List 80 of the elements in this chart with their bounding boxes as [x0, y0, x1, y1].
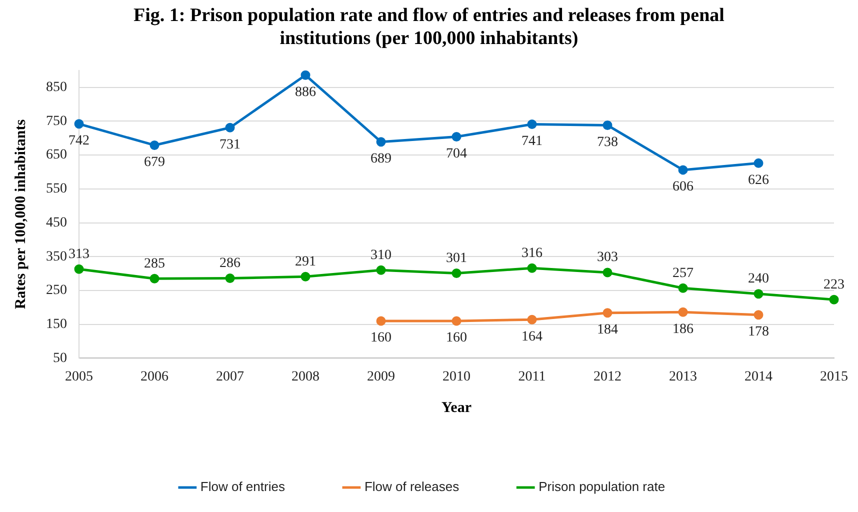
data-label: 886 — [295, 84, 316, 100]
y-tick-label: 50 — [53, 350, 67, 366]
data-label: 731 — [220, 137, 240, 152]
data-label: 257 — [672, 266, 694, 281]
legend-label: Prison population rate — [538, 479, 666, 494]
data-label: 286 — [220, 256, 240, 271]
x-tick-label: 2008 — [292, 369, 320, 384]
y-tick-label: 650 — [46, 148, 67, 163]
point — [150, 140, 160, 150]
data-label: 704 — [446, 146, 467, 162]
x-tick-label: 2009 — [367, 369, 395, 384]
x-tick-label: 2014 — [744, 369, 772, 384]
point — [376, 137, 386, 147]
data-label: 291 — [295, 254, 316, 270]
point — [602, 308, 612, 318]
x-tick-label: 2006 — [140, 369, 168, 384]
y-tick-label: 350 — [46, 249, 67, 264]
x-tick-label: 2015 — [820, 369, 848, 384]
data-label: 310 — [370, 248, 392, 263]
data-label: 223 — [824, 277, 844, 292]
data-label: 301 — [446, 250, 467, 266]
point — [678, 165, 688, 175]
point — [376, 265, 386, 275]
point — [376, 316, 386, 326]
data-label: 164 — [522, 329, 542, 344]
data-label: 738 — [597, 134, 618, 150]
point — [225, 274, 235, 284]
x-tick-label: 2007 — [216, 369, 244, 384]
point — [527, 314, 537, 324]
point — [74, 119, 84, 129]
y-tick-label: 150 — [46, 317, 67, 332]
point — [754, 158, 764, 168]
point — [527, 119, 537, 129]
point — [754, 289, 764, 299]
data-label: 689 — [370, 152, 392, 167]
x-axis-title: Year — [442, 400, 472, 416]
point — [678, 307, 688, 317]
data-label: 240 — [748, 272, 769, 287]
x-tick-label: 2010 — [442, 369, 470, 384]
data-label: 303 — [597, 250, 618, 266]
y-tick-label: 850 — [46, 80, 67, 95]
point — [527, 263, 537, 273]
y-tick-label: 250 — [46, 283, 67, 298]
x-tick-label: 2013 — [669, 369, 697, 384]
data-label: 285 — [144, 256, 165, 272]
data-label: 741 — [522, 134, 542, 149]
point — [150, 274, 160, 284]
data-label: 606 — [672, 180, 694, 195]
y-tick-label: 750 — [46, 114, 67, 129]
y-tick-label: 450 — [46, 215, 67, 230]
data-label: 160 — [446, 330, 467, 346]
x-tick-label: 2011 — [518, 369, 546, 384]
data-label: 186 — [672, 322, 694, 337]
point — [452, 132, 462, 142]
point — [602, 268, 612, 278]
y-axis-title: Rates per 100,000 inhabitants — [12, 119, 29, 310]
point — [678, 283, 688, 293]
point — [74, 264, 84, 274]
point — [754, 310, 764, 320]
point — [452, 268, 462, 278]
y-tick-label: 550 — [46, 182, 67, 197]
x-tick-label: 2012 — [594, 369, 622, 384]
data-label: 313 — [68, 246, 90, 262]
data-label: 679 — [144, 154, 165, 170]
chart-title: Fig. 1: Prison population rate and flow of entries and releases from penal institutions (per 100,000 inhabitants) — [132, 4, 726, 50]
point — [300, 272, 310, 282]
data-label: 178 — [748, 324, 769, 340]
point — [602, 120, 612, 130]
point — [300, 70, 310, 80]
data-label: 160 — [370, 330, 392, 346]
point — [452, 316, 462, 326]
data-label: 316 — [522, 246, 542, 261]
data-label: 184 — [597, 322, 618, 338]
point — [829, 294, 839, 304]
legend-label: Flow of releases — [364, 479, 460, 494]
data-label: 742 — [68, 134, 90, 149]
legend-label: Flow of entries — [200, 479, 286, 494]
point — [225, 122, 235, 132]
x-tick-label: 2005 — [65, 369, 93, 384]
data-label: 626 — [748, 172, 769, 188]
